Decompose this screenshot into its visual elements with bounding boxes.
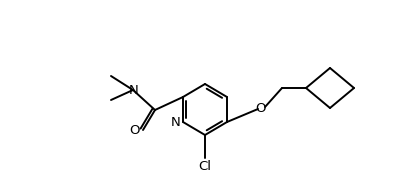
Text: Cl: Cl xyxy=(198,161,212,173)
Text: N: N xyxy=(129,85,139,97)
Text: O: O xyxy=(130,124,140,136)
Text: N: N xyxy=(171,116,181,130)
Text: O: O xyxy=(255,102,265,116)
